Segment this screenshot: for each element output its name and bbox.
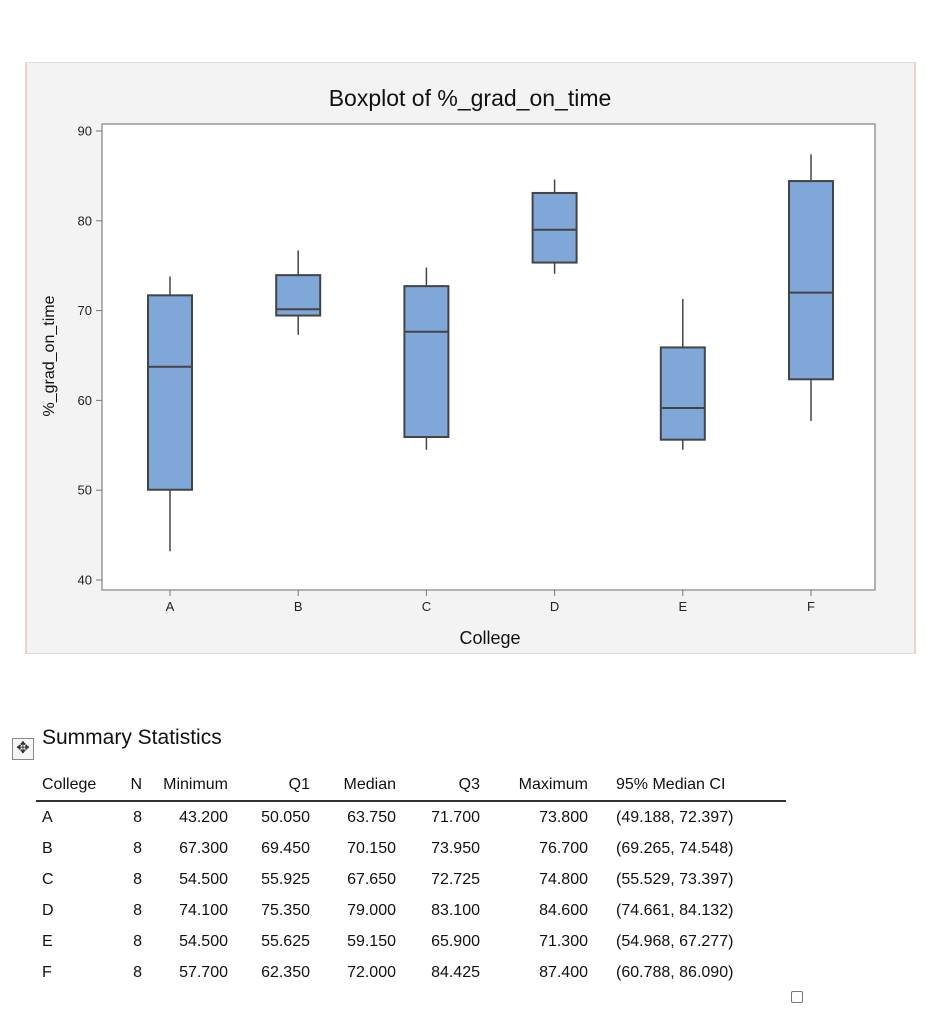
- y-tick-label: 60: [78, 393, 92, 408]
- table-cell: 72.725: [431, 870, 480, 888]
- table-cell: 67.650: [347, 870, 396, 888]
- table-row: A 8 43.200 50.050 63.750 71.700 73.800 (49.188,…: [36, 801, 786, 833]
- column-header: Q3: [396, 772, 480, 802]
- table-cell: 8: [133, 901, 142, 919]
- y-tick-label: 50: [78, 483, 92, 498]
- table-cell: 54.500: [179, 932, 228, 950]
- x-tick-label: C: [422, 599, 431, 614]
- column-header: Median: [310, 772, 396, 802]
- table-cell: (74.661, 84.132): [616, 901, 734, 919]
- resize-handle[interactable]: [791, 991, 803, 1003]
- table-cell: 67.300: [179, 839, 228, 857]
- table-cell: 8: [133, 808, 142, 826]
- table-cell: (55.529, 73.397): [616, 870, 734, 888]
- table-cell: 62.350: [261, 963, 310, 981]
- box-C: [403, 285, 450, 438]
- table-cell: 71.700: [431, 808, 480, 826]
- x-tick-label: F: [807, 599, 815, 614]
- table-cell: 8: [133, 870, 142, 888]
- table-cell: A: [42, 808, 53, 826]
- table-cell: 73.800: [539, 808, 588, 826]
- table-cell: 69.450: [261, 839, 310, 857]
- summary-table: College N Minimum Q1 Median Q3 Maximum 95% Medi…: [36, 772, 786, 988]
- table-cell: 84.600: [539, 901, 588, 919]
- table-cell: 71.300: [539, 932, 588, 950]
- column-header: Maximum: [480, 772, 588, 802]
- table-header: College N Minimum Q1 Median Q3 Maximum 95% Medi…: [36, 772, 786, 802]
- table-cell: 87.400: [539, 963, 588, 981]
- table-cell: 76.700: [539, 839, 588, 857]
- box-F: [788, 180, 834, 381]
- table-cell: C: [42, 870, 54, 888]
- table-cell: 8: [133, 963, 142, 981]
- table-cell: 59.150: [347, 932, 396, 950]
- table-cell: 79.000: [347, 901, 396, 919]
- box-A: [147, 294, 193, 491]
- table-cell: 74.100: [179, 901, 228, 919]
- table-cell: 83.100: [431, 901, 480, 919]
- table-cell: 55.925: [261, 870, 310, 888]
- table-cell: 43.200: [179, 808, 228, 826]
- summary-title: Summary Statistics: [42, 726, 222, 749]
- table-row: D 8 74.100 75.350 79.000 83.100 84.600 (74.661,…: [36, 895, 786, 926]
- table-cell: D: [42, 901, 54, 919]
- y-tick-label: 90: [78, 124, 92, 139]
- x-axis-label: College: [459, 628, 520, 648]
- table-cell: 74.800: [539, 870, 588, 888]
- table-cell: 84.425: [431, 963, 480, 981]
- column-header: Q1: [228, 772, 310, 802]
- box-D: [531, 191, 578, 264]
- column-header: Minimum: [142, 772, 228, 802]
- table-row: B 8 67.300 69.450 70.150 73.950 76.700 (69.265,…: [36, 833, 786, 864]
- box-E: [659, 346, 706, 441]
- table-cell: 54.500: [179, 870, 228, 888]
- x-tick-label: B: [294, 599, 303, 614]
- table-cell: (69.265, 74.548): [616, 839, 734, 857]
- table-cell: B: [42, 839, 53, 857]
- table-cell: F: [42, 963, 52, 981]
- column-header: 95% Median CI: [588, 772, 786, 802]
- chart-title: Boxplot of %_grad_on_time: [329, 85, 612, 111]
- x-tick-label: E: [678, 599, 687, 614]
- y-tick-label: 80: [78, 213, 92, 228]
- table-cell: 63.750: [347, 808, 396, 826]
- x-tick-label: A: [166, 599, 175, 614]
- table-cell: 75.350: [261, 901, 310, 919]
- table-cell: 65.900: [431, 932, 480, 950]
- table-cell: 72.000: [347, 963, 396, 981]
- table-cell: (60.788, 86.090): [616, 963, 734, 981]
- y-axis-label: %_grad_on_time: [41, 295, 58, 416]
- table-cell: (54.968, 67.277): [616, 932, 734, 950]
- table-row: E 8 54.500 55.625 59.150 65.900 71.300 (54.968,…: [36, 926, 786, 957]
- expand-icon[interactable]: ✥: [12, 738, 34, 760]
- table-cell: 8: [133, 839, 142, 857]
- y-tick-label: 70: [78, 303, 92, 318]
- table-cell: 50.050: [261, 808, 310, 826]
- table-cell: (49.188, 72.397): [616, 808, 734, 826]
- table-cell: 8: [133, 932, 142, 950]
- table-row: C 8 54.500 55.925 67.650 72.725 74.800 (55.529,…: [36, 864, 786, 895]
- table-row: F 8 57.700 62.350 72.000 84.425 87.400 (60.788,…: [36, 957, 786, 988]
- column-header: N: [102, 772, 142, 802]
- column-header: College: [36, 772, 102, 802]
- plot-area: [101, 123, 876, 591]
- table-cell: 70.150: [347, 839, 396, 857]
- table-cell: E: [42, 932, 53, 950]
- table-cell: 57.700: [179, 963, 228, 981]
- y-tick-label: 40: [78, 573, 92, 588]
- table-cell: 55.625: [261, 932, 310, 950]
- x-tick-label: D: [550, 599, 559, 614]
- boxplot-chart: Boxplot of %_grad_on_time 40 50 60 70 80 90 %_g…: [41, 85, 876, 648]
- table-cell: 73.950: [431, 839, 480, 857]
